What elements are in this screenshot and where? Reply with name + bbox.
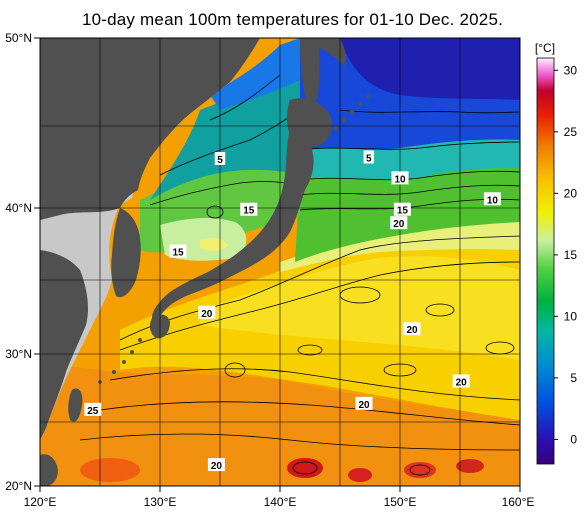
contour-label-text: 25 xyxy=(87,406,99,417)
contour-label: 15 xyxy=(393,202,411,217)
contour-label-bg xyxy=(403,322,421,336)
contour-label-bg xyxy=(169,244,187,258)
lon-tick-130: 130°E xyxy=(144,495,177,509)
contour-label-bg xyxy=(207,458,225,472)
contour-label-bg xyxy=(240,202,258,216)
contour-label-bg xyxy=(393,202,411,216)
lon-tick-140: 140°E xyxy=(264,495,297,509)
lat-tick-30: 30°N xyxy=(5,347,32,361)
contour-label: 20 xyxy=(207,458,225,472)
lat-tick-20: 20°N xyxy=(5,479,32,493)
contour-label-text: 10 xyxy=(394,174,406,185)
contour-label-text: 5 xyxy=(217,155,223,166)
korea-peninsula xyxy=(111,208,141,298)
lon-tick-160: 160°E xyxy=(502,495,535,509)
contour-label-text: 5 xyxy=(366,153,372,164)
contour-label-text: 15 xyxy=(243,206,255,217)
contour-label: 20 xyxy=(452,374,470,388)
map-area: 5 5 10 10 15 15 15 20 20 20 20 20 25 20 xyxy=(40,38,520,486)
contour-label-bg xyxy=(391,171,409,185)
contour-label-bg xyxy=(214,151,226,165)
japan-honshu xyxy=(152,129,314,319)
ryukyu-islands xyxy=(98,338,142,384)
contour-label: 20 xyxy=(403,322,421,336)
contour-label-text: 15 xyxy=(397,206,409,217)
contour-label-text: 20 xyxy=(201,309,213,320)
contour-label-bg xyxy=(84,402,102,416)
colorbar-tick-label: 25 xyxy=(564,125,578,139)
contour-label-bg xyxy=(198,305,216,319)
colorbar-tick-label: 5 xyxy=(570,371,577,385)
lat-tick-50: 50°N xyxy=(5,31,32,45)
philippines-north xyxy=(40,454,58,486)
contour-lines xyxy=(79,74,520,476)
contour-label-text: 20 xyxy=(211,461,223,472)
grid-lines xyxy=(40,38,520,486)
map-title: 10-day mean 100m temperatures for 01-10 … xyxy=(81,10,504,29)
contour-label-text: 20 xyxy=(393,219,405,230)
contour-label: 20 xyxy=(198,305,216,320)
taiwan xyxy=(68,388,83,422)
contour-label-text: 10 xyxy=(487,195,499,206)
colorbar-tick-label: 15 xyxy=(564,248,578,262)
contour-label-text: 20 xyxy=(406,325,418,336)
colorbar-gradient xyxy=(536,57,555,465)
lat-tick-40: 40°N xyxy=(5,201,32,215)
contour-label-text: 20 xyxy=(358,400,370,411)
contour-label: 10 xyxy=(483,192,501,206)
lon-tick-120: 120°E xyxy=(24,495,57,509)
contour-label: 5 xyxy=(363,150,375,164)
contour-label: 20 xyxy=(390,216,408,230)
colorbar-tick-label: 20 xyxy=(564,186,578,200)
contour-label: 10 xyxy=(391,171,409,185)
contour-label-bg xyxy=(363,150,375,164)
colorbar-tick-label: 10 xyxy=(564,309,578,323)
contour-label-bg xyxy=(355,396,373,410)
lon-axis: 120°E 130°E 140°E 150°E 160°E xyxy=(24,486,535,509)
contour-label-bg xyxy=(452,374,470,388)
contour-label: 5 xyxy=(214,151,226,166)
japan-hokkaido xyxy=(287,98,333,147)
sakhalin xyxy=(300,38,320,105)
china-coast xyxy=(40,250,88,440)
contour-label-bg xyxy=(483,192,501,206)
mainland-dark xyxy=(40,38,260,220)
colorbar: [°C] 30 25 20 15 10 5 0 xyxy=(535,41,578,465)
contour-label-text: 20 xyxy=(456,377,468,388)
colorbar-tick-label: 0 xyxy=(570,432,577,446)
contour-label: 15 xyxy=(169,244,187,259)
colorbar-tick-label: 30 xyxy=(564,63,578,77)
contour-label: 15 xyxy=(240,202,258,217)
contour-label-text: 15 xyxy=(172,248,184,259)
kuril-islands xyxy=(333,94,370,131)
contour-label: 20 xyxy=(355,396,373,411)
lat-axis: 50°N 40°N 30°N 20°N xyxy=(5,31,40,493)
colorbar-unit: [°C] xyxy=(535,41,555,55)
contour-labels: 5 5 10 10 15 15 15 20 20 20 20 20 25 20 xyxy=(84,150,501,472)
contour-label: 25 xyxy=(84,402,102,417)
lon-tick-150: 150°E xyxy=(384,495,417,509)
contour-label-bg xyxy=(390,216,408,230)
